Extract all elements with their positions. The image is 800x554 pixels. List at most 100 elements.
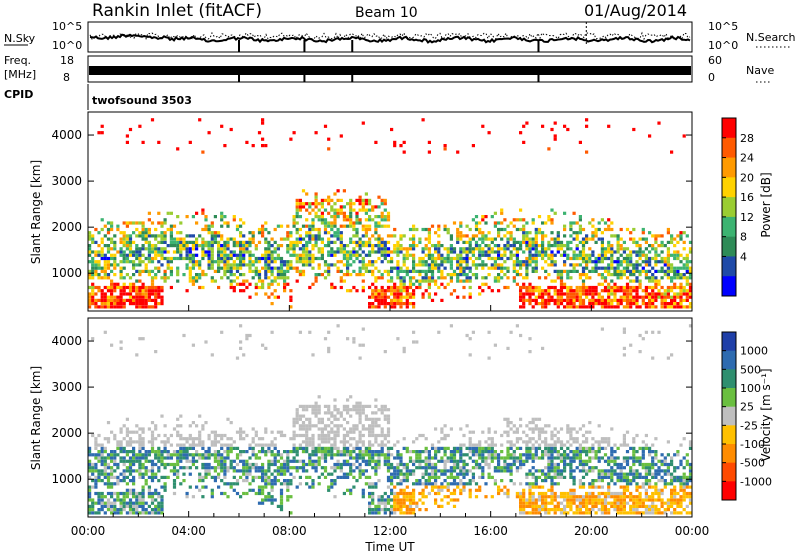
heatmap-cell: [327, 147, 331, 151]
heatmap-cell: [578, 224, 582, 228]
heatmap-cell: [399, 488, 403, 492]
heatmap-cell: [610, 253, 614, 257]
heatmap-cell: [544, 253, 548, 257]
heatmap-cell: [283, 279, 287, 283]
heatmap-cell: [204, 227, 208, 232]
heatmap-cell: [128, 488, 133, 492]
heatmap-cell: [352, 227, 356, 232]
heatmap-cell: [632, 298, 636, 302]
heatmap-cell: [191, 421, 195, 425]
heatmap-cell: [607, 302, 611, 306]
heatmap-cell: [465, 263, 469, 267]
heatmap-cell: [308, 485, 312, 489]
heatmap-cell: [465, 224, 469, 228]
heatmap-cell: [578, 276, 582, 280]
heatmap-cell: [597, 302, 601, 306]
heatmap-cell: [459, 234, 463, 238]
heatmap-cell: [88, 446, 92, 450]
heatmap-cell: [386, 450, 391, 454]
heatmap-cell: [295, 244, 299, 248]
heatmap-cell: [559, 244, 564, 248]
heatmap-cell: [317, 462, 321, 467]
heatmap-cell: [575, 263, 579, 267]
heatmap-cell: [607, 244, 611, 248]
heatmap-cell: [349, 224, 353, 228]
heatmap-cell: [459, 266, 463, 270]
heatmap-cell: [298, 273, 302, 277]
heatmap-cell: [519, 466, 523, 470]
heatmap-cell: [393, 472, 397, 476]
heatmap-cell: [399, 302, 403, 306]
heatmap-cell: [386, 417, 391, 421]
heatmap-cell: [301, 260, 306, 264]
heatmap-cell: [154, 256, 158, 261]
heatmap-cell: [581, 285, 586, 290]
heatmap-cell: [553, 446, 557, 450]
heatmap-cell: [380, 501, 384, 505]
heatmap-cell: [468, 482, 472, 486]
heatmap-cell: [308, 237, 312, 241]
heatmap-cell: [377, 244, 381, 248]
heatmap-cell: [657, 295, 661, 299]
heatmap-cell: [217, 266, 221, 270]
heatmap-cell: [412, 263, 416, 267]
heatmap-cell: [330, 453, 334, 457]
heatmap-cell: [679, 289, 683, 293]
heatmap-cell: [195, 244, 199, 248]
heatmap-cell: [541, 244, 545, 248]
heatmap-cell: [110, 285, 114, 290]
heatmap-cell: [163, 234, 167, 238]
heatmap-cell: [399, 234, 403, 238]
heatmap-cell: [635, 269, 639, 273]
heatmap-cell: [399, 491, 403, 496]
heatmap-cell: [657, 289, 661, 293]
heatmap-cell: [301, 205, 306, 209]
heatmap-cell: [188, 240, 192, 244]
heatmap-cell: [402, 346, 406, 350]
heatmap-cell: [113, 504, 117, 508]
heatmap-cell: [305, 424, 309, 428]
heatmap-cell: [506, 430, 510, 434]
heatmap-cell: [648, 279, 652, 283]
heatmap-cell: [150, 437, 155, 441]
heatmap-cell: [654, 237, 658, 241]
heatmap-cell: [412, 276, 416, 280]
heatmap-cell: [169, 469, 173, 473]
heatmap-cell: [490, 459, 494, 463]
heatmap-cell: [512, 218, 516, 222]
heatmap-cell: [616, 237, 620, 241]
heatmap-cell: [320, 247, 324, 251]
heatmap-cell: [100, 450, 104, 454]
heatmap-cell: [97, 491, 101, 496]
heatmap-cell: [110, 343, 114, 347]
heatmap-cell: [440, 469, 444, 473]
heatmap-cell: [330, 208, 334, 212]
heatmap-cell: [358, 260, 362, 264]
heatmap-cell: [688, 305, 693, 309]
heatmap-cell: [443, 462, 447, 467]
heatmap-cell: [679, 234, 683, 238]
heatmap-cell: [497, 466, 501, 470]
heatmap-cell: [119, 292, 123, 296]
heatmap-cell: [390, 269, 394, 273]
heatmap-cell: [393, 295, 397, 299]
heatmap-cell: [358, 433, 362, 438]
heatmap-cell: [446, 227, 450, 232]
heatmap-cell: [493, 482, 497, 486]
heatmap-cell: [418, 285, 422, 290]
heatmap-cell: [239, 475, 243, 479]
heatmap-cell: [534, 302, 538, 306]
heatmap-cell: [147, 218, 151, 222]
heatmap-cell: [138, 295, 142, 299]
heatmap-cell: [591, 302, 595, 306]
heatmap-cell: [301, 459, 306, 463]
heatmap-cell: [135, 263, 139, 267]
heatmap-cell: [550, 488, 554, 492]
heatmap-cell: [471, 237, 475, 241]
heatmap-cell: [402, 289, 406, 293]
heatmap-cell: [377, 234, 381, 238]
heatmap-cell: [531, 305, 535, 309]
heatmap-cell: [279, 256, 284, 261]
heatmap-cell: [541, 450, 545, 454]
heatmap-cell: [638, 279, 642, 283]
